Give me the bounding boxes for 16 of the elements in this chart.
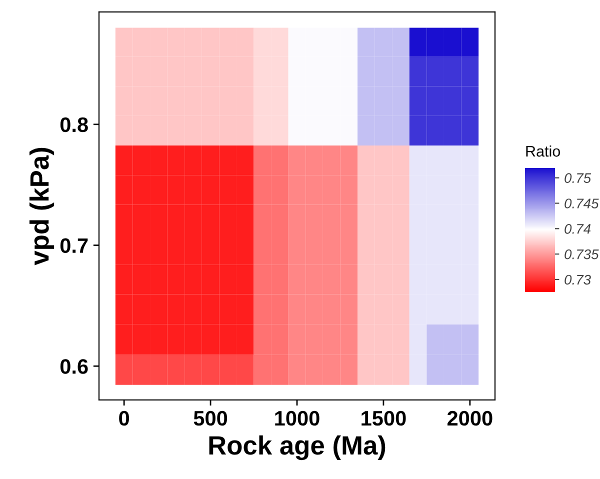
y-axis-title: vpd (kPa) <box>29 148 54 266</box>
color-bar-label: 0.735 <box>564 249 599 260</box>
x-tick-label: 0 <box>119 410 130 426</box>
color-bar-label: 0.73 <box>564 274 591 285</box>
x-tick-label: 1000 <box>275 410 320 426</box>
x-tick-label: 500 <box>194 410 228 426</box>
color-bar-title: Ratio <box>526 145 560 157</box>
y-tick-label: 0.6 <box>60 359 88 374</box>
color-bar-label: 0.75 <box>564 173 592 183</box>
color-bar-label: 0.745 <box>564 198 599 208</box>
color-bar-label: 0.74 <box>564 224 591 234</box>
y-tick-label: 0.7 <box>60 238 88 254</box>
x-tick-label: 2000 <box>447 410 492 426</box>
y-tick-label: 0.8 <box>60 117 88 132</box>
x-axis-title: Rock age (Ma) <box>209 435 386 460</box>
x-tick-label: 1500 <box>362 410 406 426</box>
